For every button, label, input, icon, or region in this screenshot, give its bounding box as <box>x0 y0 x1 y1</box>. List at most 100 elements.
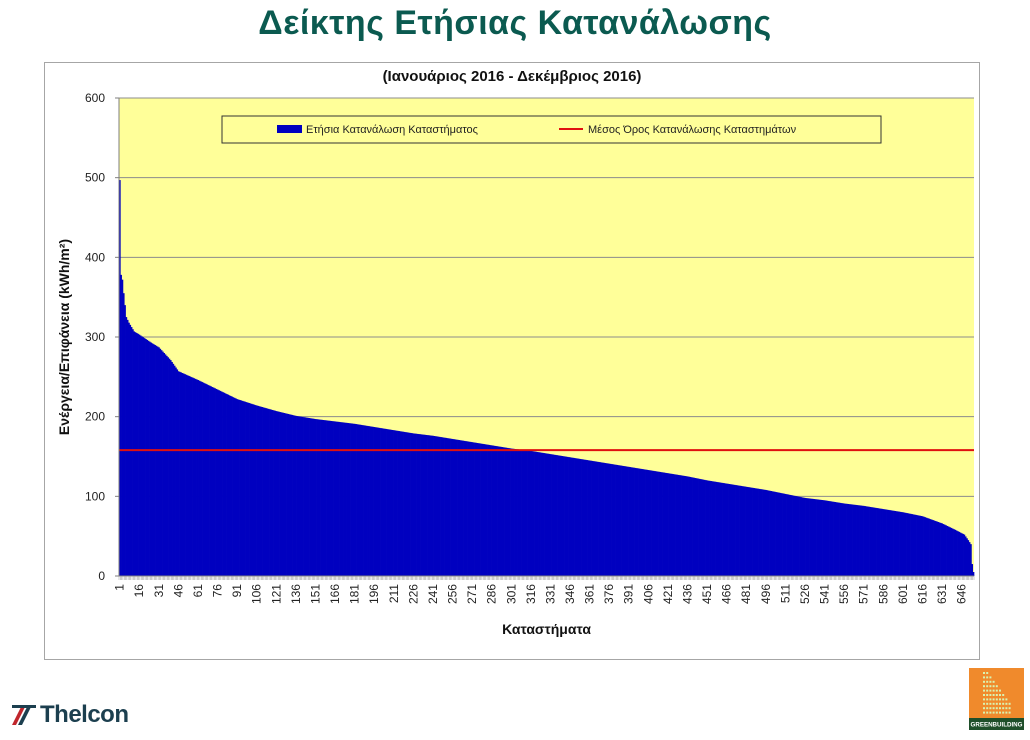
bar <box>530 450 532 576</box>
bar <box>244 401 246 576</box>
bar <box>348 423 351 576</box>
bar <box>223 392 226 576</box>
bar <box>485 444 488 576</box>
bar <box>797 496 800 576</box>
x-tick-label: 376 <box>602 584 616 604</box>
bar <box>770 491 773 576</box>
bar <box>397 430 399 576</box>
bar <box>543 453 545 576</box>
bar <box>805 498 808 576</box>
bar <box>763 489 766 576</box>
bar <box>321 419 323 576</box>
bar <box>819 499 822 576</box>
bar <box>557 455 560 576</box>
bar <box>804 497 806 576</box>
bar <box>590 460 592 576</box>
bar <box>829 501 831 576</box>
bar <box>725 483 728 576</box>
bar <box>231 396 233 576</box>
bar <box>752 487 754 576</box>
bar <box>877 508 880 576</box>
bar <box>450 438 453 576</box>
bar <box>690 477 693 576</box>
bar <box>694 478 697 576</box>
bar <box>923 516 925 576</box>
bar <box>193 378 196 576</box>
bar <box>199 381 202 576</box>
bar <box>538 452 540 576</box>
bar <box>252 404 254 576</box>
bar <box>444 437 446 576</box>
bar <box>688 476 690 576</box>
bar <box>427 435 429 576</box>
bar <box>233 397 236 576</box>
bar <box>645 469 647 576</box>
bar <box>382 428 385 576</box>
x-tick-label: 556 <box>837 584 851 604</box>
bar <box>668 473 671 576</box>
chart-container: (Ιανουάριος 2016 - Δεκέμβριος 2016) 0 100 2… <box>44 62 980 660</box>
bar <box>484 444 487 576</box>
bar <box>149 341 151 576</box>
bar <box>421 434 424 576</box>
bar <box>855 504 857 576</box>
x-tick-label: 211 <box>387 584 401 603</box>
bar <box>267 408 270 576</box>
bar <box>545 453 548 576</box>
bar <box>632 467 634 576</box>
bar <box>445 437 447 576</box>
bar <box>283 413 286 576</box>
bar <box>196 379 198 576</box>
bar <box>390 429 393 576</box>
bar <box>206 384 209 576</box>
bar <box>202 382 205 576</box>
bar <box>126 319 129 576</box>
bar <box>890 510 893 576</box>
bar <box>185 374 188 576</box>
bar <box>447 438 450 576</box>
bar <box>714 481 716 576</box>
bar <box>549 454 552 576</box>
bar <box>578 458 581 576</box>
x-tick-label: 526 <box>798 584 812 604</box>
bar <box>521 449 523 576</box>
bar <box>254 405 257 576</box>
bar <box>903 512 906 576</box>
bar <box>796 496 799 576</box>
bar <box>502 447 505 576</box>
bar <box>395 430 398 576</box>
bar <box>496 446 498 576</box>
bar <box>338 421 340 576</box>
bar <box>467 441 470 576</box>
bar <box>924 517 927 576</box>
bar <box>454 439 457 576</box>
y-tick-label: 400 <box>85 250 105 264</box>
bar <box>411 433 414 576</box>
bar <box>122 293 125 576</box>
bar <box>301 416 304 576</box>
bar <box>706 480 709 576</box>
bar <box>304 417 307 576</box>
bar <box>655 471 658 576</box>
bar <box>809 498 812 576</box>
x-tick-label: 316 <box>524 584 538 604</box>
x-tick-label: 166 <box>328 584 342 604</box>
bar <box>585 459 587 576</box>
thelcon-wordmark: Thelcon <box>40 701 129 728</box>
x-tick-label: 241 <box>426 584 440 604</box>
bar <box>685 476 688 576</box>
bar <box>921 516 924 576</box>
bar <box>248 402 250 576</box>
bar <box>957 531 959 576</box>
bar <box>463 440 466 576</box>
bar <box>476 443 479 576</box>
bar <box>273 410 275 576</box>
bar <box>904 512 907 576</box>
bar <box>780 493 783 576</box>
bar <box>440 437 442 576</box>
bar <box>219 390 222 576</box>
bar <box>916 515 919 576</box>
bar <box>256 405 258 576</box>
y-axis-title: Ενέργεια/Επιφάνεια (kWh/m²) <box>56 239 72 435</box>
bar <box>771 491 774 576</box>
